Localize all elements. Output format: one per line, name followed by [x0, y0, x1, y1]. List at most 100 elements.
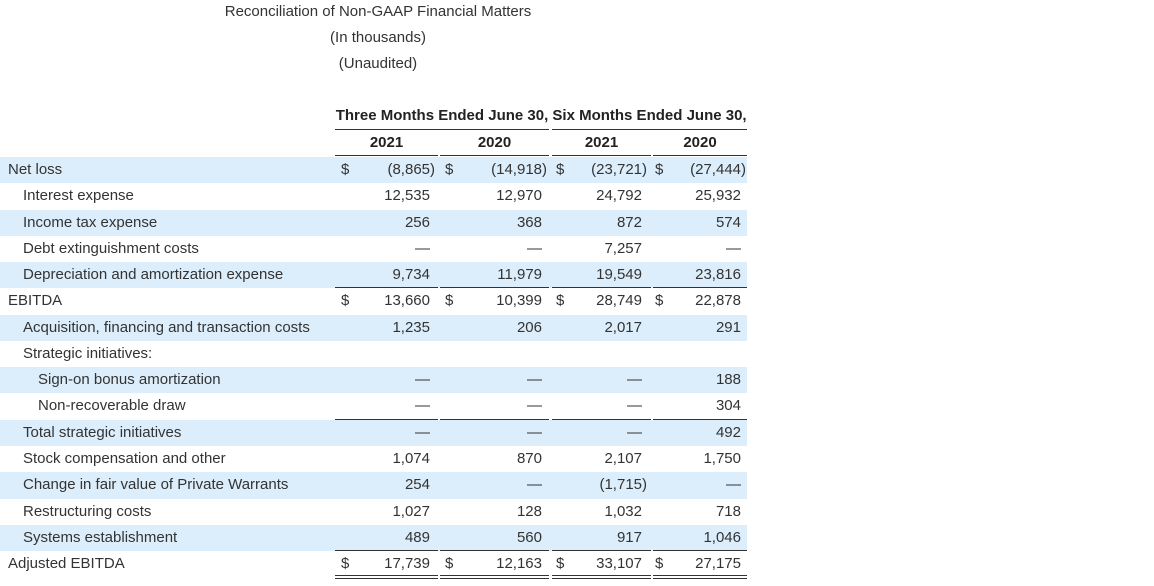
cell-value: 12,970 — [496, 187, 542, 205]
cell-value: 128 — [516, 502, 542, 520]
cell-value: 12,163 — [496, 555, 542, 573]
cell-value: 574 — [715, 213, 741, 231]
row-shade — [0, 314, 747, 341]
header-rule — [335, 155, 438, 156]
row-label: Adjusted EBITDA — [8, 555, 125, 573]
row-label: Strategic initiatives: — [23, 344, 153, 362]
row-label: EBITDA — [8, 292, 63, 310]
cell-value: — — [527, 371, 542, 389]
currency: $ — [445, 161, 454, 178]
header-rule — [440, 155, 549, 156]
header-rule — [653, 155, 747, 156]
cell-value: — — [527, 423, 542, 441]
subtotal-rule — [440, 418, 549, 420]
currency: $ — [655, 161, 664, 178]
total-rule — [552, 578, 651, 580]
cell-value: 28,749 — [596, 292, 642, 310]
column-header: 2021 — [369, 134, 404, 151]
total-rule — [335, 575, 438, 577]
cell-value: 1,046 — [703, 528, 741, 546]
currency: $ — [445, 555, 454, 573]
cell-value: — — [726, 239, 741, 257]
cell-value: — — [627, 423, 642, 441]
cell-value: 12,535 — [384, 187, 430, 205]
row-shade — [0, 524, 747, 552]
row-shade — [0, 262, 747, 289]
row-label: Change in fair value of Private Warrants — [23, 476, 289, 494]
cell-value: 1,750 — [703, 449, 741, 467]
cell-value: 2,017 — [604, 318, 642, 336]
cell-value: 291 — [715, 318, 741, 336]
cell-value: (8,865) — [387, 161, 435, 178]
cell-value: 11,979 — [497, 266, 542, 284]
cell-value: 206 — [516, 318, 542, 336]
cell-value: 256 — [404, 213, 430, 231]
currency: $ — [341, 161, 350, 178]
cell-value: 1,027 — [392, 502, 430, 520]
column-header: 2021 — [584, 134, 619, 151]
subtotal-rule — [440, 550, 549, 552]
note: (Unaudited) — [338, 55, 418, 72]
subtitle: (In thousands) — [330, 29, 426, 46]
cell-value: (14,918) — [491, 161, 547, 178]
cell-value: 10,399 — [496, 292, 542, 310]
group-header: Six Months Ended June 30, — [552, 107, 747, 124]
cell-value: (1,715) — [599, 476, 647, 494]
cell-value: 22,878 — [695, 292, 741, 310]
row-label: Interest expense — [23, 187, 134, 205]
subtotal-rule — [653, 418, 747, 420]
currency: $ — [341, 555, 350, 573]
currency: $ — [655, 555, 664, 573]
cell-value: — — [527, 476, 542, 494]
cell-value: 560 — [516, 528, 542, 546]
currency: $ — [556, 555, 565, 573]
row-shade — [0, 472, 747, 499]
cell-value: 492 — [715, 423, 741, 441]
cell-value: 1,074 — [392, 449, 430, 467]
cell-value: — — [627, 371, 642, 389]
cell-value: — — [627, 397, 642, 415]
cell-value: 489 — [404, 528, 430, 546]
cell-value: 23,816 — [695, 266, 741, 284]
subtotal-rule — [552, 287, 651, 289]
cell-value: 9,734 — [392, 266, 430, 284]
currency: $ — [341, 292, 350, 310]
subtotal-rule — [552, 418, 651, 420]
row-label: Non-recoverable draw — [38, 397, 186, 415]
row-shade — [0, 157, 747, 184]
row-shade — [0, 419, 747, 446]
row-shade — [0, 209, 747, 236]
currency: $ — [556, 161, 565, 178]
currency: $ — [655, 292, 664, 310]
total-rule — [653, 575, 747, 577]
cell-value: 24,792 — [596, 187, 642, 205]
cell-value: — — [415, 423, 430, 441]
total-rule — [440, 575, 549, 577]
subtotal-rule — [335, 287, 438, 289]
cell-value: — — [527, 239, 542, 257]
row-label: Depreciation and amortization expense — [23, 266, 284, 284]
row-label: Restructuring costs — [23, 502, 152, 520]
row-label: Income tax expense — [23, 213, 158, 231]
cell-value: 870 — [516, 449, 542, 467]
cell-value: — — [527, 397, 542, 415]
cell-value: 718 — [715, 502, 741, 520]
total-rule — [335, 578, 438, 580]
cell-value: 304 — [715, 397, 741, 415]
cell-value: — — [415, 371, 430, 389]
row-label: Acquisition, financing and transaction c… — [23, 318, 310, 336]
subtotal-rule — [335, 418, 438, 420]
currency: $ — [445, 292, 454, 310]
row-label: Stock compensation and other — [23, 449, 226, 467]
total-rule — [440, 578, 549, 580]
cell-value: (27,444) — [690, 161, 746, 178]
row-label: Net loss — [8, 161, 63, 178]
cell-value: — — [415, 239, 430, 257]
row-label: Sign-on bonus amortization — [38, 371, 221, 389]
column-header: 2020 — [683, 134, 717, 151]
title: Reconciliation of Non-GAAP Financial Mat… — [224, 3, 532, 20]
subtotal-rule — [440, 287, 549, 289]
cell-value: 17,739 — [384, 555, 430, 573]
cell-value: 7,257 — [604, 239, 642, 257]
